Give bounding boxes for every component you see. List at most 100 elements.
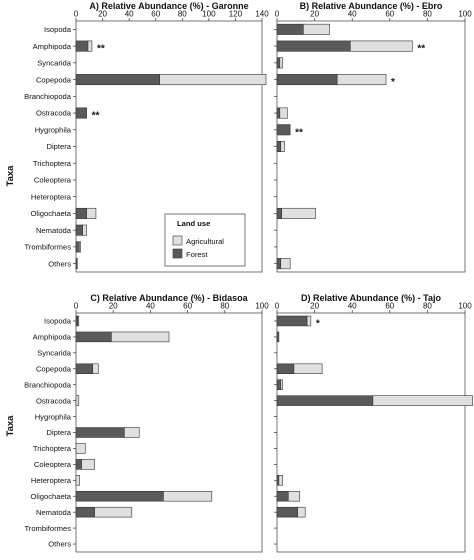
x-tick-label: 80	[423, 302, 432, 311]
category-label-diptera: Diptera	[47, 142, 72, 151]
bar-forest-syncarida	[276, 57, 281, 69]
panel-title: B) Relative Abundance (%) - Ebro	[300, 1, 443, 11]
bar-forest-hygrophila	[276, 124, 291, 136]
bar-forest-copepoda	[276, 363, 295, 375]
bar-forest-ostracoda	[276, 107, 281, 119]
bar-forest-amphipoda	[276, 40, 351, 52]
legend-label-forest: Forest	[186, 250, 208, 259]
category-label-trombiformes: Trombiformes	[24, 524, 71, 533]
panel-title: D) Relative Abundance (%) - Tajo	[301, 293, 442, 303]
category-label-heteroptera: Heteroptera	[31, 476, 72, 485]
bar-forest-amphipoda	[75, 331, 112, 343]
x-tick-label: 60	[385, 302, 394, 311]
legend-swatch-forest	[172, 248, 183, 259]
bar-agricultural-oligochaeta	[86, 207, 97, 219]
category-label-trichoptera: Trichoptera	[33, 159, 72, 168]
category-label-heteroptera: Heteroptera	[31, 192, 72, 201]
category-label-amphipoda: Amphipoda	[33, 42, 72, 51]
bar-agricultural-heteroptera	[278, 475, 283, 486]
bar-agricultural-diptera	[280, 141, 285, 152]
category-label-trichoptera: Trichoptera	[33, 444, 72, 453]
bar-agricultural-copepoda	[336, 74, 387, 86]
bar-agricultural-isopoda	[306, 315, 312, 327]
y-axis-label-bottom: Taxa	[5, 415, 16, 437]
bar-forest-nematoda	[276, 506, 298, 518]
bar-forest-oligochaeta	[75, 207, 87, 219]
x-tick-label: 40	[146, 302, 155, 311]
category-label-branchiopoda: Branchiopoda	[24, 380, 72, 389]
bar-forest-trombiformes	[75, 241, 80, 253]
category-label-copepoda: Copepoda	[36, 75, 72, 84]
x-tick-label: 80	[423, 10, 432, 19]
category-label-others: Others	[48, 259, 71, 268]
significance-marker: **	[295, 127, 303, 138]
category-label-trombiformes: Trombiformes	[24, 243, 71, 252]
legend: Land use Agricultural Forest	[164, 213, 246, 267]
bar-agricultural-nematoda	[297, 506, 306, 518]
bar-agricultural-trichoptera	[75, 443, 86, 454]
bar-agricultural-amphipoda	[87, 40, 93, 52]
x-tick-label: 20	[98, 10, 107, 19]
x-tick-label: 40	[125, 10, 134, 19]
bar-forest-isopoda	[276, 23, 304, 35]
bar-agricultural-copepoda	[293, 363, 323, 375]
bar-agricultural-copepoda	[92, 363, 99, 375]
x-tick-label: 80	[220, 302, 229, 311]
category-label-nematoda: Nematoda	[36, 508, 72, 517]
significance-marker: **	[92, 111, 100, 122]
bar-forest-copepoda	[75, 363, 94, 375]
bar-agricultural-amphipoda	[111, 331, 170, 343]
bar-agricultural-ostracoda	[372, 395, 473, 406]
bar-agricultural-isopoda	[303, 23, 330, 35]
category-label-isopoda: Isopoda	[44, 317, 72, 326]
panel-b: B) Relative Abundance (%) - Ebro 0 20 40 60 8…	[274, 1, 472, 273]
x-tick-label: 100	[202, 10, 216, 19]
category-label-isopoda: Isopoda	[44, 25, 72, 34]
legend-label-agricultural: Agricultural	[186, 237, 224, 246]
significance-marker: *	[316, 318, 320, 329]
panel-c: C) Relative Abundance (%) - Bidasoa 0 20 40…	[24, 293, 269, 553]
bar-agricultural-trombiformes	[79, 241, 81, 253]
bar-agricultural-oligochaeta	[287, 490, 300, 502]
category-label-syncarida: Syncarida	[37, 59, 72, 68]
category-label-ostracoda: Ostracoda	[36, 396, 72, 405]
bar-agricultural-oligochaeta	[281, 207, 316, 219]
category-label-coleoptera: Coleoptera	[34, 460, 72, 469]
panels: A) Relative Abundance (%) - Garonne 0 20 40…	[24, 1, 473, 553]
x-tick-label: 60	[151, 10, 160, 19]
category-label-syncarida: Syncarida	[37, 349, 72, 358]
bar-agricultural-amphipoda	[350, 40, 413, 52]
legend-swatch-agricultural	[172, 235, 183, 246]
category-label-ostracoda: Ostracoda	[36, 109, 72, 118]
category-label-hygrophila: Hygrophila	[35, 125, 72, 134]
category-label-copepoda: Copepoda	[36, 364, 72, 373]
bar-forest-ostracoda	[75, 107, 87, 119]
bar-agricultural-branchiopoda	[280, 379, 283, 390]
bar-agricultural-ostracoda	[279, 107, 288, 119]
x-tick-label: 0	[74, 10, 79, 19]
x-tick-label: 40	[348, 10, 357, 19]
panel-title: C) Relative Abundance (%) - Bidasoa	[90, 293, 248, 303]
bar-agricultural-oligochaeta	[163, 490, 213, 502]
x-tick-label: 20	[310, 302, 319, 311]
category-label-amphipoda: Amphipoda	[33, 333, 72, 342]
bar-forest-amphipoda	[75, 40, 89, 52]
bar-forest-copepoda	[75, 74, 160, 86]
x-tick-label: 60	[183, 302, 192, 311]
bar-forest-copepoda	[276, 74, 338, 86]
bar-forest-nematoda	[75, 506, 95, 518]
x-tick-label: 0	[74, 302, 79, 311]
bar-agricultural-nematoda	[94, 506, 133, 518]
panel-title: A) Relative Abundance (%) - Garonne	[89, 1, 248, 11]
bar-agricultural-copepoda	[159, 74, 267, 86]
x-tick-label: 100	[458, 302, 472, 311]
bar-forest-nematoda	[75, 224, 83, 236]
bar-agricultural-isopoda	[77, 315, 80, 327]
category-label-oligochaeta: Oligochaeta	[30, 209, 71, 218]
x-tick-label: 0	[275, 302, 280, 311]
x-tick-label: 0	[275, 10, 280, 19]
bar-forest-oligochaeta	[276, 490, 289, 502]
bar-forest-branchiopoda	[276, 379, 282, 390]
plot-frame	[276, 20, 466, 273]
bar-agricultural-syncarida	[279, 57, 283, 69]
